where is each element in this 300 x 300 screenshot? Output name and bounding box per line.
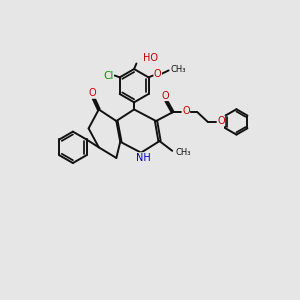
Text: O: O [88,88,96,98]
Text: Cl: Cl [103,70,113,80]
Text: O: O [182,106,190,116]
Text: O: O [161,91,169,100]
Text: O: O [217,116,225,126]
Text: NH: NH [136,153,151,163]
Text: HO: HO [143,53,158,63]
Text: CH₃: CH₃ [175,148,190,157]
Text: O: O [154,69,162,79]
Text: CH₃: CH₃ [170,65,186,74]
